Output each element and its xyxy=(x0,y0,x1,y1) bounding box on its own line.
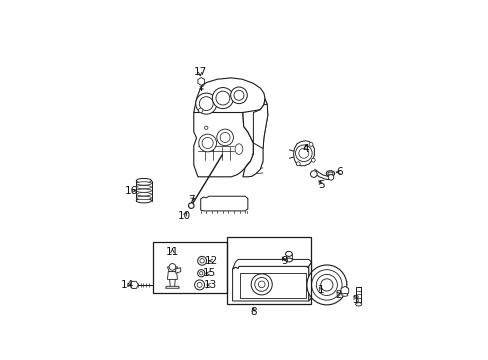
Circle shape xyxy=(199,97,213,111)
Text: 6: 6 xyxy=(335,167,342,177)
Polygon shape xyxy=(167,267,177,271)
Circle shape xyxy=(188,203,194,208)
Circle shape xyxy=(198,108,203,112)
Ellipse shape xyxy=(136,182,151,185)
Circle shape xyxy=(216,91,229,105)
Text: 15: 15 xyxy=(203,268,216,278)
Bar xyxy=(153,242,226,293)
Ellipse shape xyxy=(235,144,243,154)
Circle shape xyxy=(310,171,317,177)
Polygon shape xyxy=(175,268,181,273)
Text: 9: 9 xyxy=(281,256,287,266)
Circle shape xyxy=(204,126,207,129)
Polygon shape xyxy=(198,77,204,85)
Circle shape xyxy=(197,283,202,287)
Circle shape xyxy=(212,87,233,109)
Ellipse shape xyxy=(285,258,292,262)
Polygon shape xyxy=(193,107,253,177)
Ellipse shape xyxy=(341,293,347,296)
Circle shape xyxy=(198,134,216,152)
Text: 13: 13 xyxy=(203,280,217,290)
Circle shape xyxy=(306,265,346,305)
Circle shape xyxy=(320,279,332,291)
Ellipse shape xyxy=(136,198,151,203)
Circle shape xyxy=(295,145,311,162)
Circle shape xyxy=(200,258,204,263)
Text: 8: 8 xyxy=(249,307,256,317)
Circle shape xyxy=(251,274,272,295)
Text: 11: 11 xyxy=(165,247,179,257)
Polygon shape xyxy=(239,273,305,298)
Polygon shape xyxy=(130,281,138,288)
Polygon shape xyxy=(308,262,311,301)
Circle shape xyxy=(195,93,216,114)
Ellipse shape xyxy=(285,251,292,256)
Polygon shape xyxy=(232,260,311,269)
Ellipse shape xyxy=(136,179,151,183)
Polygon shape xyxy=(165,286,179,288)
Circle shape xyxy=(194,280,204,290)
Text: 2: 2 xyxy=(335,290,342,300)
Circle shape xyxy=(169,264,175,270)
Circle shape xyxy=(220,132,230,143)
Circle shape xyxy=(258,281,264,288)
Circle shape xyxy=(254,278,268,291)
Polygon shape xyxy=(232,266,308,301)
Polygon shape xyxy=(293,141,314,166)
Circle shape xyxy=(298,148,308,158)
Text: 12: 12 xyxy=(205,256,218,266)
Text: 1: 1 xyxy=(317,285,324,296)
Ellipse shape xyxy=(136,196,151,199)
Text: 3: 3 xyxy=(352,294,359,305)
Text: 17: 17 xyxy=(193,67,206,77)
Circle shape xyxy=(197,256,206,265)
Circle shape xyxy=(230,87,247,104)
Polygon shape xyxy=(200,196,247,211)
Ellipse shape xyxy=(136,193,151,196)
Polygon shape xyxy=(340,286,348,295)
Circle shape xyxy=(199,271,203,275)
Text: 10: 10 xyxy=(178,211,191,221)
Polygon shape xyxy=(167,271,177,279)
Circle shape xyxy=(296,162,300,166)
Polygon shape xyxy=(243,99,267,177)
Text: 4: 4 xyxy=(302,144,309,154)
Text: 5: 5 xyxy=(317,180,324,190)
Circle shape xyxy=(308,143,312,146)
Text: 14: 14 xyxy=(121,280,134,290)
Circle shape xyxy=(233,90,244,100)
Circle shape xyxy=(311,270,342,300)
Text: 16: 16 xyxy=(124,186,138,196)
Ellipse shape xyxy=(325,171,334,176)
Ellipse shape xyxy=(136,189,151,192)
Ellipse shape xyxy=(355,303,361,306)
Bar xyxy=(226,237,310,304)
Text: 7: 7 xyxy=(187,195,194,205)
Ellipse shape xyxy=(327,172,332,175)
Circle shape xyxy=(202,138,213,149)
Circle shape xyxy=(316,274,337,296)
Circle shape xyxy=(327,175,333,180)
Circle shape xyxy=(311,158,315,162)
Ellipse shape xyxy=(136,185,151,189)
Polygon shape xyxy=(253,104,267,149)
Circle shape xyxy=(216,129,233,146)
Circle shape xyxy=(197,270,204,277)
Polygon shape xyxy=(193,78,264,112)
